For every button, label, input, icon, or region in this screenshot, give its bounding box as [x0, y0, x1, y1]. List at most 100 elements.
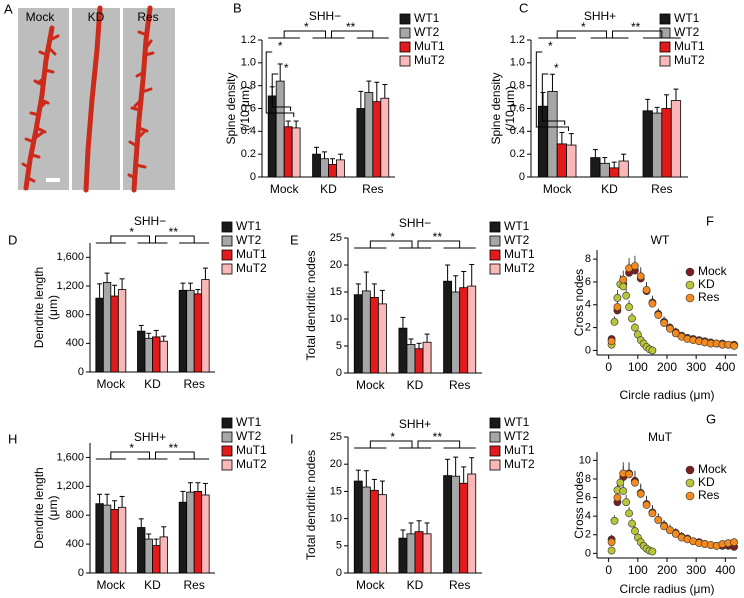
data-point: [628, 519, 636, 528]
data-point: [642, 501, 651, 509]
bar: [537, 105, 549, 178]
legend-label: MuT1: [414, 39, 445, 53]
chart-title: SHH+: [134, 430, 166, 444]
y-tick-label: 0.6: [241, 102, 256, 114]
bar: [364, 92, 374, 178]
bar: [377, 303, 387, 374]
y-tick-label: 15: [330, 485, 342, 497]
bar: [201, 279, 210, 373]
x-tick-label: Mock: [356, 378, 386, 392]
bar: [451, 475, 461, 574]
bar: [443, 475, 453, 574]
significance-label: **: [433, 230, 443, 244]
significance-label: *: [304, 20, 309, 34]
legend-label: MuT1: [504, 247, 535, 261]
data-point: [631, 323, 639, 332]
y-tick-label: 0: [336, 367, 342, 379]
legend-swatch: [489, 459, 501, 471]
significance-bracket: [369, 440, 413, 448]
bar: [117, 289, 127, 373]
x-tick-label: 100: [628, 360, 648, 374]
image-label: Mock: [26, 10, 56, 24]
significance-bracket: [110, 451, 150, 459]
x-tick-label: Mock: [356, 578, 386, 592]
bar: [117, 506, 127, 574]
legend-label: WT2: [236, 233, 262, 247]
legend-label: MuT1: [674, 39, 705, 53]
bar: [144, 337, 153, 373]
bar: [137, 527, 146, 574]
significance-bracket: [283, 30, 326, 38]
legend-label: WT2: [674, 25, 700, 39]
legend-label: MuT1: [236, 443, 267, 457]
bar: [193, 490, 203, 574]
data-point: [613, 303, 622, 311]
significance-bracket: [271, 73, 292, 111]
bar: [422, 341, 432, 374]
image-label: Res: [137, 10, 158, 24]
legend-marker: [685, 267, 695, 277]
y-tick-label: 0: [78, 366, 84, 378]
significance-label: *: [581, 20, 586, 34]
data-point: [625, 303, 633, 311]
y-tick-label: 15: [330, 286, 342, 298]
bar: [152, 545, 161, 574]
legend-swatch: [489, 249, 501, 261]
significance-bracket: [417, 440, 461, 448]
y-tick-label: 5: [336, 540, 342, 552]
panel-letter: D: [8, 232, 17, 247]
legend-swatch: [659, 13, 671, 25]
data-point: [660, 522, 668, 531]
bar: [361, 486, 371, 574]
y-axis-label: Total dendritic nodes: [304, 450, 318, 560]
significance-label: *: [390, 430, 395, 444]
significance-label: *: [129, 441, 134, 455]
y-tick-label: 1,200: [56, 480, 84, 492]
legend-swatch: [489, 221, 501, 233]
bar: [590, 157, 601, 178]
x-tick-label: Res: [651, 182, 672, 196]
bar: [406, 533, 416, 574]
y-axis-label: Spine density: [224, 72, 238, 144]
bar: [178, 501, 188, 574]
y-tick-label: 1,200: [56, 280, 84, 292]
data-point: [619, 282, 628, 291]
x-tick-label: 0: [605, 563, 612, 577]
y-axis-label: Dendrite length: [32, 467, 46, 548]
legend-label: WT2: [414, 25, 440, 39]
bar: [459, 482, 469, 574]
data-point: [619, 275, 628, 284]
scale-bar: [46, 178, 60, 182]
legend-label: MuT2: [504, 261, 535, 275]
data-point: [636, 489, 645, 498]
legend-label: WT2: [504, 233, 530, 247]
bar: [283, 126, 293, 178]
significance-label: *: [548, 39, 553, 53]
legend-swatch: [221, 221, 233, 233]
x-tick-label: 100: [628, 563, 648, 577]
legend-label: Mock: [698, 462, 728, 476]
bar: [353, 294, 363, 374]
bar: [110, 295, 119, 373]
bar: [361, 290, 371, 374]
data-point: [671, 529, 680, 538]
significance-bracket: [331, 30, 374, 38]
significance-bracket: [535, 51, 569, 131]
data-point: [607, 546, 616, 555]
chart-title: SHH−: [399, 216, 431, 230]
data-point: [648, 509, 657, 518]
y-tick-label: 0.2: [510, 148, 525, 160]
y-tick-label: 8: [585, 253, 591, 265]
x-tick-label: 400: [715, 360, 735, 374]
y-tick-label: 0.8: [510, 80, 525, 92]
y-tick-label: 0: [250, 171, 256, 183]
legend-swatch: [221, 249, 233, 261]
panel-a-image: [18, 5, 175, 193]
panel-letter: I: [290, 431, 294, 446]
data-point: [631, 478, 639, 487]
bar: [178, 289, 188, 373]
panel-letter: A: [4, 1, 13, 16]
y-tick-label: 800: [66, 309, 84, 321]
data-point: [631, 527, 639, 535]
x-tick-label: KD: [601, 182, 618, 196]
